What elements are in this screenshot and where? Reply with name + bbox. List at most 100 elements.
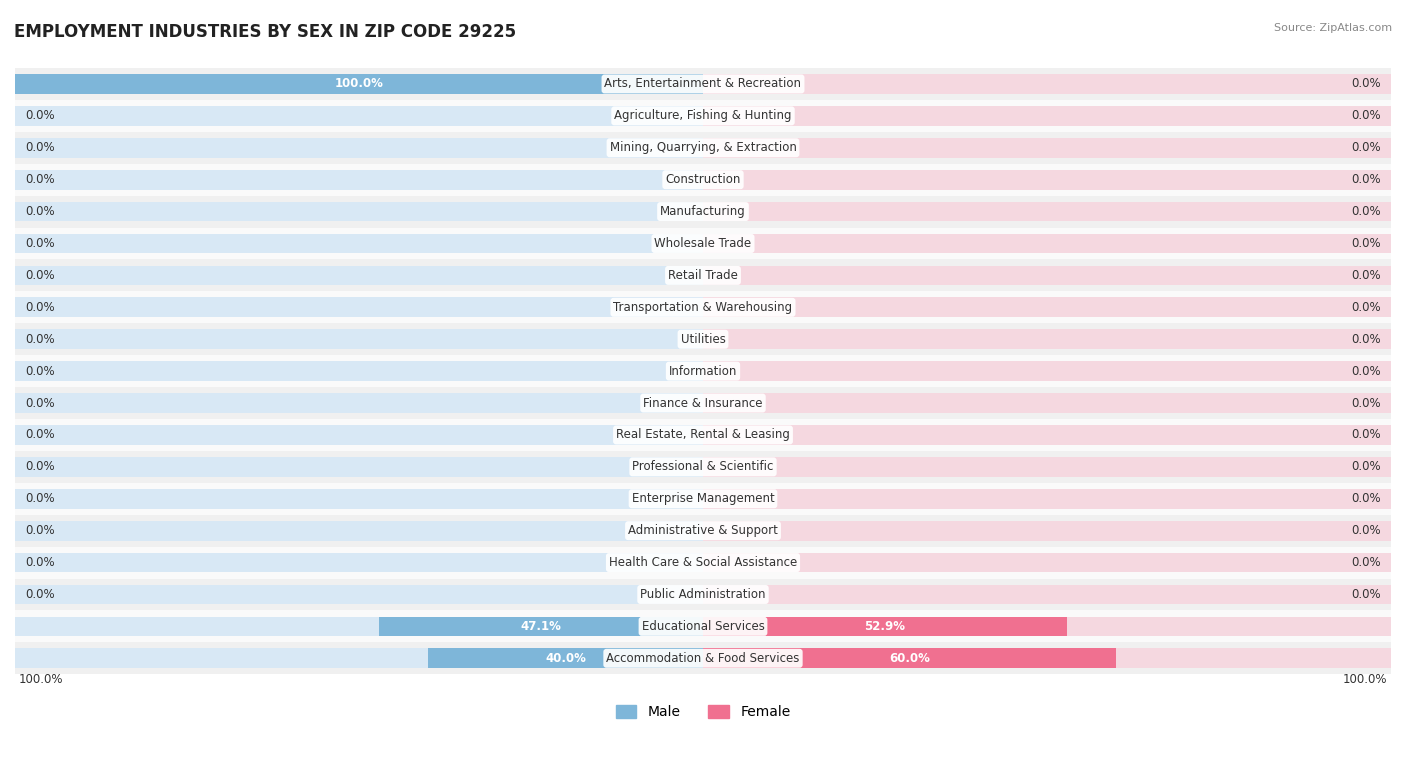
Bar <box>15 74 703 94</box>
Text: 0.0%: 0.0% <box>25 141 55 155</box>
Text: 0.0%: 0.0% <box>25 556 55 569</box>
Bar <box>380 616 703 636</box>
Text: 0.0%: 0.0% <box>1351 396 1381 409</box>
Text: Source: ZipAtlas.com: Source: ZipAtlas.com <box>1274 23 1392 33</box>
Bar <box>703 489 1391 509</box>
Text: Health Care & Social Assistance: Health Care & Social Assistance <box>609 556 797 569</box>
Text: Manufacturing: Manufacturing <box>661 205 745 218</box>
Bar <box>703 361 1391 381</box>
Legend: Male, Female: Male, Female <box>610 700 796 725</box>
Text: Retail Trade: Retail Trade <box>668 269 738 282</box>
Text: 0.0%: 0.0% <box>1351 110 1381 122</box>
Text: 0.0%: 0.0% <box>1351 237 1381 250</box>
Bar <box>15 202 703 221</box>
Text: 0.0%: 0.0% <box>25 269 55 282</box>
Text: Agriculture, Fishing & Hunting: Agriculture, Fishing & Hunting <box>614 110 792 122</box>
Bar <box>15 260 1391 291</box>
Bar <box>703 616 1391 636</box>
Text: 0.0%: 0.0% <box>1351 301 1381 314</box>
Text: 0.0%: 0.0% <box>1351 78 1381 90</box>
Bar <box>703 457 1391 477</box>
Bar <box>703 521 1391 541</box>
Text: 0.0%: 0.0% <box>1351 460 1381 473</box>
Bar <box>15 106 703 126</box>
Text: 0.0%: 0.0% <box>25 493 55 505</box>
Bar <box>703 266 1391 285</box>
Text: Enterprise Management: Enterprise Management <box>631 493 775 505</box>
Text: 0.0%: 0.0% <box>25 173 55 186</box>
Bar <box>15 355 1391 387</box>
Bar <box>15 451 1391 483</box>
Text: Educational Services: Educational Services <box>641 620 765 633</box>
Bar <box>703 74 1391 94</box>
Bar <box>15 489 703 509</box>
Text: 0.0%: 0.0% <box>1351 141 1381 155</box>
Bar <box>15 132 1391 164</box>
Bar <box>15 521 703 541</box>
Text: 60.0%: 60.0% <box>889 652 929 665</box>
Text: 0.0%: 0.0% <box>1351 524 1381 537</box>
Text: 52.9%: 52.9% <box>865 620 905 633</box>
Bar <box>703 138 1391 158</box>
Text: 0.0%: 0.0% <box>25 333 55 346</box>
Bar <box>703 425 1391 445</box>
Text: 0.0%: 0.0% <box>25 460 55 473</box>
Text: Real Estate, Rental & Leasing: Real Estate, Rental & Leasing <box>616 428 790 441</box>
Text: 0.0%: 0.0% <box>25 524 55 537</box>
Text: 0.0%: 0.0% <box>25 588 55 601</box>
Bar <box>15 514 1391 547</box>
Text: 0.0%: 0.0% <box>1351 493 1381 505</box>
Bar <box>15 323 1391 355</box>
Bar <box>15 425 703 445</box>
Text: 0.0%: 0.0% <box>25 205 55 218</box>
Bar <box>15 361 703 381</box>
Bar <box>15 552 703 573</box>
Bar <box>703 552 1391 573</box>
Bar <box>15 164 1391 196</box>
Text: Construction: Construction <box>665 173 741 186</box>
Bar <box>15 649 703 668</box>
Text: Transportation & Warehousing: Transportation & Warehousing <box>613 301 793 314</box>
Bar <box>15 579 1391 611</box>
Text: Information: Information <box>669 364 737 378</box>
Bar <box>15 266 703 285</box>
Text: 0.0%: 0.0% <box>1351 269 1381 282</box>
Bar <box>15 100 1391 132</box>
Text: 0.0%: 0.0% <box>1351 556 1381 569</box>
Bar <box>15 138 703 158</box>
Text: 0.0%: 0.0% <box>1351 428 1381 441</box>
Bar <box>15 393 703 413</box>
Text: 47.1%: 47.1% <box>520 620 561 633</box>
Bar <box>703 106 1391 126</box>
Bar <box>703 649 1391 668</box>
Text: Administrative & Support: Administrative & Support <box>628 524 778 537</box>
Bar <box>15 387 1391 419</box>
Bar <box>15 329 703 349</box>
Text: Utilities: Utilities <box>681 333 725 346</box>
Text: Arts, Entertainment & Recreation: Arts, Entertainment & Recreation <box>605 78 801 90</box>
Bar <box>15 611 1391 643</box>
Bar <box>15 228 1391 260</box>
Bar <box>15 291 1391 323</box>
Text: 0.0%: 0.0% <box>25 237 55 250</box>
Bar <box>703 298 1391 317</box>
Bar <box>703 649 1116 668</box>
Text: 0.0%: 0.0% <box>25 110 55 122</box>
Bar <box>703 616 1067 636</box>
Text: Mining, Quarrying, & Extraction: Mining, Quarrying, & Extraction <box>610 141 796 155</box>
Text: EMPLOYMENT INDUSTRIES BY SEX IN ZIP CODE 29225: EMPLOYMENT INDUSTRIES BY SEX IN ZIP CODE… <box>14 23 516 41</box>
Bar <box>15 616 703 636</box>
Bar <box>15 74 703 94</box>
Text: 0.0%: 0.0% <box>1351 333 1381 346</box>
Text: 0.0%: 0.0% <box>25 428 55 441</box>
Bar <box>15 457 703 477</box>
Bar <box>427 649 703 668</box>
Bar <box>703 584 1391 605</box>
Bar <box>15 234 703 253</box>
Bar <box>703 202 1391 221</box>
Text: 0.0%: 0.0% <box>25 396 55 409</box>
Text: 0.0%: 0.0% <box>1351 205 1381 218</box>
Text: 0.0%: 0.0% <box>1351 364 1381 378</box>
Text: 40.0%: 40.0% <box>546 652 586 665</box>
Bar <box>15 68 1391 100</box>
